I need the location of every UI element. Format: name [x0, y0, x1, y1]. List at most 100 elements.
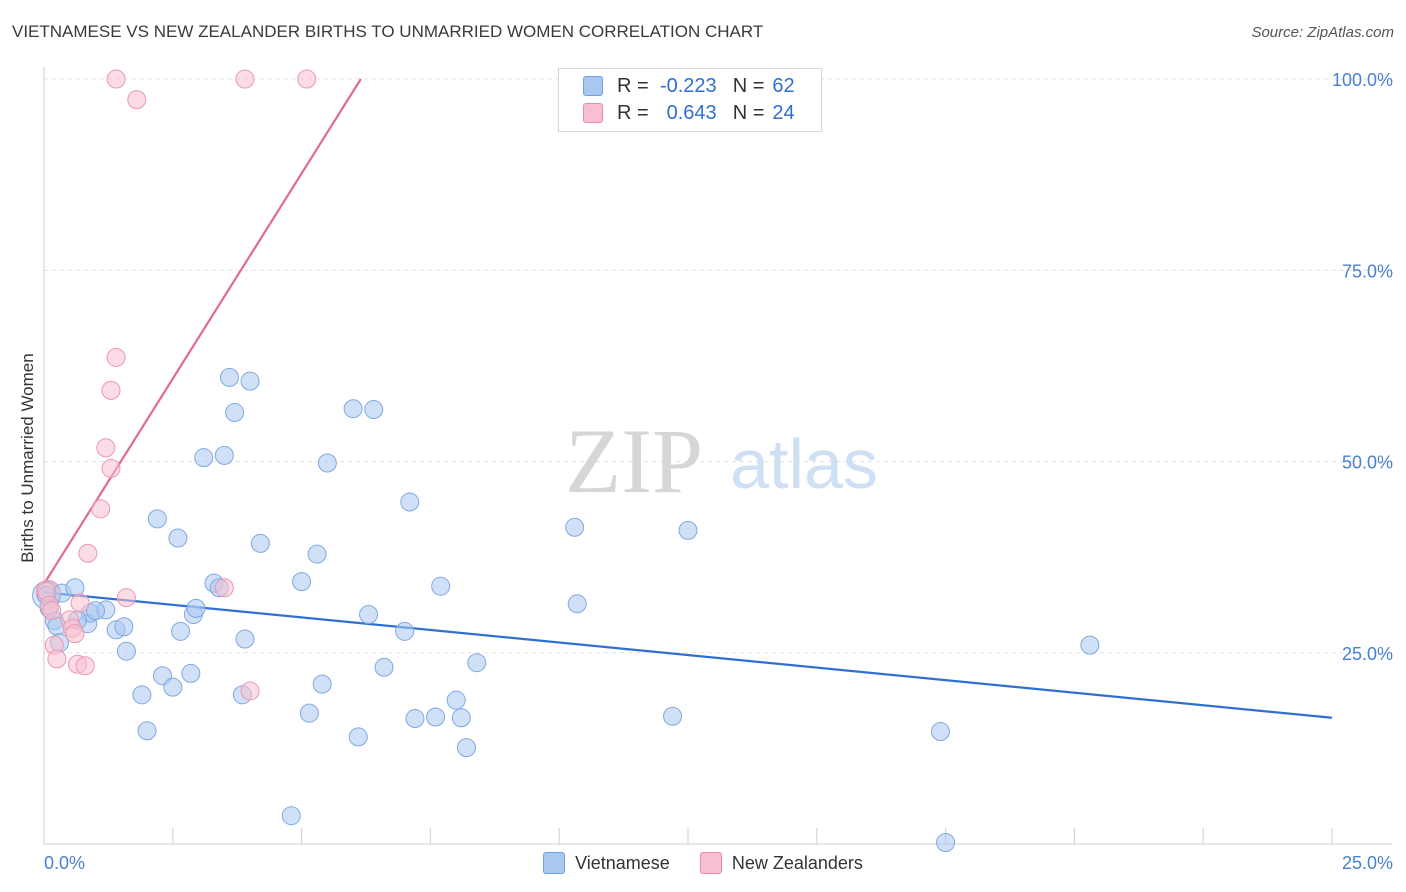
- axes: [43, 67, 1392, 845]
- data-point-vietnamese: [374, 657, 394, 677]
- data-point-vietnamese: [567, 594, 587, 614]
- series-legend: Vietnamese New Zealanders: [0, 852, 1406, 874]
- data-point-vietnamese: [451, 708, 471, 728]
- data-point-vietnamese: [171, 621, 191, 641]
- data-point-vietnamese: [467, 653, 487, 673]
- data-point-vietnamese: [299, 703, 319, 723]
- legend-swatch-vietnamese: [543, 852, 566, 874]
- data-point-new-zealanders: [101, 458, 121, 478]
- data-point-vietnamese: [250, 533, 270, 553]
- x-tick-label: 0.0%: [44, 853, 85, 873]
- legend-r-value: -0.223: [659, 74, 717, 97]
- data-point-vietnamese: [663, 706, 683, 726]
- data-point-new-zealanders: [116, 588, 136, 608]
- legend-item-vietnamese[interactable]: Vietnamese: [543, 852, 670, 874]
- gridlines: [44, 78, 1392, 654]
- data-point-vietnamese: [405, 709, 425, 729]
- legend-label-vietnamese: Vietnamese: [575, 852, 670, 873]
- data-point-new-zealanders: [235, 69, 255, 89]
- data-point-new-zealanders: [101, 380, 121, 400]
- data-point-vietnamese: [446, 690, 466, 710]
- data-point-vietnamese: [317, 453, 337, 473]
- legend-item-new-zealanders[interactable]: New Zealanders: [699, 852, 863, 874]
- data-point-new-zealanders: [214, 578, 234, 598]
- data-point-new-zealanders: [47, 649, 67, 669]
- data-point-vietnamese: [395, 621, 415, 641]
- data-point-vietnamese: [400, 492, 420, 512]
- data-point-vietnamese: [565, 517, 585, 537]
- data-point-new-zealanders: [106, 69, 126, 89]
- data-point-new-zealanders: [65, 624, 85, 644]
- data-points: [32, 69, 1100, 852]
- data-point-new-zealanders: [96, 438, 116, 458]
- data-point-vietnamese: [1080, 635, 1100, 655]
- legend-label-new-zealanders: New Zealanders: [731, 852, 863, 873]
- legend-swatch-new-zealanders: [699, 852, 722, 874]
- data-point-vietnamese: [163, 677, 183, 697]
- data-point-vietnamese: [235, 629, 255, 649]
- data-point-vietnamese: [168, 528, 188, 548]
- data-point-vietnamese: [194, 448, 214, 468]
- data-point-vietnamese: [116, 641, 136, 661]
- watermark-atlas: atlas: [730, 425, 878, 503]
- legend-r-label: R =: [617, 74, 649, 97]
- y-tick-label: 100.0%: [1332, 70, 1393, 90]
- legend-r-label: R =: [617, 101, 649, 124]
- data-point-vietnamese: [936, 832, 956, 852]
- data-point-vietnamese: [281, 806, 301, 826]
- x-tick-label: 25.0%: [1342, 853, 1393, 873]
- legend-r-value: 0.643: [666, 101, 717, 124]
- data-point-vietnamese: [348, 727, 368, 747]
- legend-row-vietnamese: R = -0.223 N = 62: [583, 73, 795, 99]
- data-point-vietnamese: [359, 605, 379, 624]
- legend-n-value: 24: [772, 101, 795, 124]
- data-point-vietnamese: [456, 738, 476, 758]
- data-point-vietnamese: [307, 544, 327, 564]
- legend-n-label: N =: [732, 74, 765, 97]
- tick-labels: 25.0% 50.0% 75.0% 100.0% 0.0% 25.0%: [44, 70, 1393, 873]
- watermark-zip: ZIP: [565, 410, 703, 512]
- data-point-vietnamese: [147, 509, 167, 529]
- data-point-vietnamese: [225, 403, 245, 423]
- data-point-new-zealanders: [70, 593, 90, 613]
- legend-swatch-vietnamese: [583, 76, 603, 96]
- trend-lines: [43, 78, 1333, 719]
- legend-swatch-new-zealanders: [583, 103, 603, 123]
- data-point-new-zealanders: [106, 347, 126, 367]
- chart-title: VIETNAMESE VS NEW ZEALANDER BIRTHS TO UN…: [12, 22, 764, 41]
- data-point-new-zealanders: [75, 656, 95, 676]
- data-point-vietnamese: [186, 598, 206, 618]
- data-point-new-zealanders: [127, 90, 147, 110]
- data-point-vietnamese: [214, 445, 234, 465]
- legend-n-label: N =: [732, 101, 765, 124]
- data-point-vietnamese: [240, 371, 260, 391]
- legend-n-value: 62: [772, 74, 795, 97]
- trend-line-new-zealanders: [43, 78, 362, 585]
- trend-line-vietnamese: [43, 591, 1333, 719]
- data-point-new-zealanders: [78, 543, 98, 563]
- data-point-vietnamese: [364, 399, 384, 419]
- y-tick-label: 50.0%: [1342, 453, 1393, 473]
- data-point-vietnamese: [114, 617, 134, 637]
- data-point-vietnamese: [431, 576, 451, 596]
- y-tick-label: 75.0%: [1342, 261, 1393, 281]
- data-point-vietnamese: [181, 663, 201, 683]
- legend-row-new-zealanders: R = 0.643 N = 24: [583, 100, 795, 126]
- data-point-vietnamese: [426, 707, 446, 727]
- data-point-vietnamese: [343, 399, 363, 419]
- data-point-new-zealanders: [240, 681, 260, 701]
- data-point-vietnamese: [292, 572, 312, 592]
- data-point-vietnamese: [132, 685, 152, 705]
- data-point-vietnamese: [930, 722, 950, 742]
- data-point-vietnamese: [678, 520, 698, 540]
- data-point-new-zealanders: [91, 499, 111, 519]
- data-point-vietnamese: [137, 721, 157, 741]
- data-point-new-zealanders: [297, 69, 317, 89]
- data-point-vietnamese: [312, 674, 332, 694]
- data-point-vietnamese: [86, 601, 106, 621]
- data-point-new-zealanders: [42, 601, 62, 621]
- data-point-vietnamese: [219, 367, 239, 387]
- correlation-legend: R = -0.223 N = 62 R = 0.643 N = 24: [558, 68, 822, 132]
- y-tick-label: 25.0%: [1342, 644, 1393, 664]
